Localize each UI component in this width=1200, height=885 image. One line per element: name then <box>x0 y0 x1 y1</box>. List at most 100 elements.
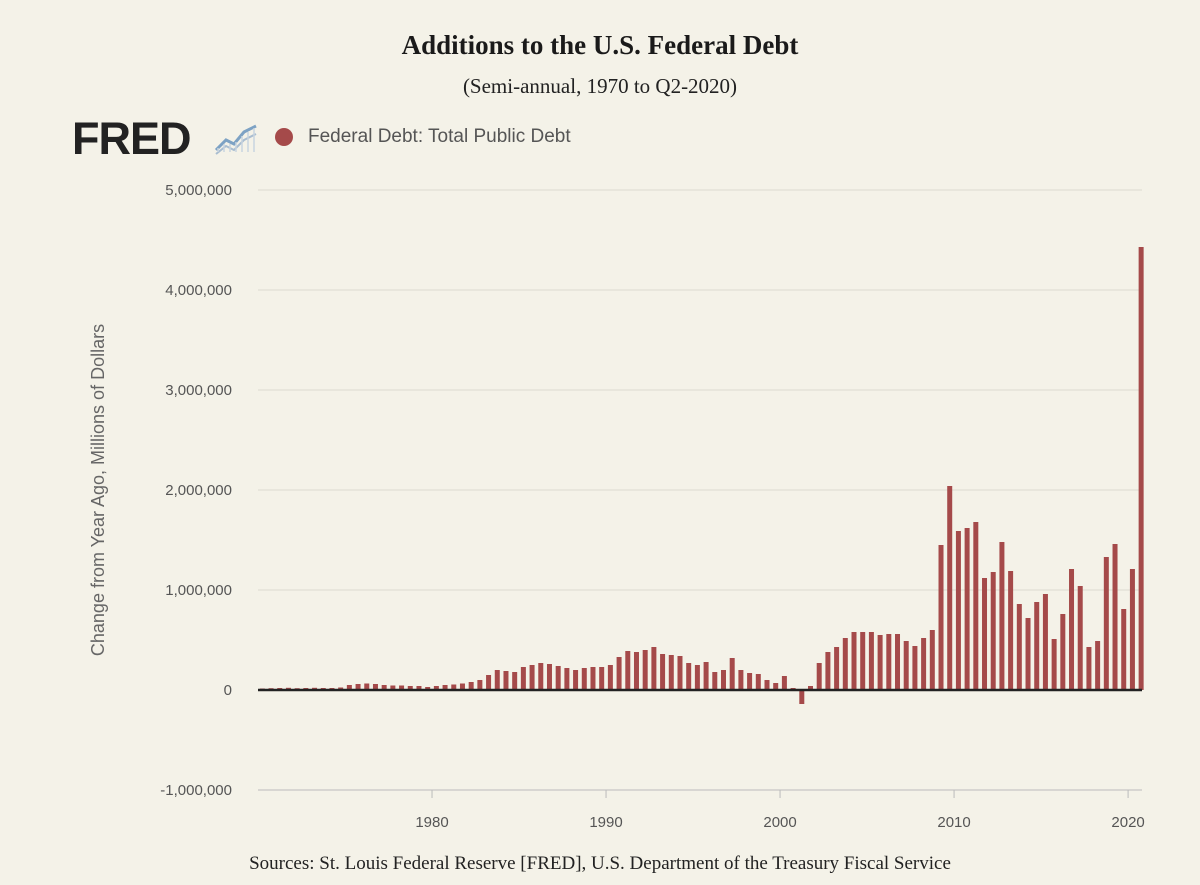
line-chart-icon <box>214 124 257 155</box>
bar <box>651 647 657 690</box>
bar <box>1086 647 1092 690</box>
bar <box>407 686 413 690</box>
bar <box>1008 571 1014 690</box>
bar <box>581 668 587 690</box>
bar <box>1069 569 1075 690</box>
bar <box>964 528 970 690</box>
bar <box>1077 586 1083 690</box>
bar <box>442 685 448 690</box>
bar <box>781 676 787 690</box>
bar <box>851 632 857 690</box>
y-tick-label: 3,000,000 <box>165 382 232 399</box>
bar <box>1112 544 1118 690</box>
bar <box>520 667 526 690</box>
bar <box>947 486 953 690</box>
bar <box>1042 594 1048 690</box>
y-tick-label: 2,000,000 <box>165 482 232 499</box>
legend-marker <box>275 128 293 146</box>
bar <box>903 641 909 690</box>
bar <box>1025 618 1031 690</box>
bar <box>546 664 552 690</box>
bar <box>425 687 431 690</box>
bar <box>433 686 439 690</box>
legend-label: Federal Debt: Total Public Debt <box>308 126 571 147</box>
bar <box>573 670 579 690</box>
chart-title: Additions to the U.S. Federal Debt <box>401 30 799 60</box>
bar <box>390 685 396 690</box>
bar <box>355 684 361 690</box>
bar <box>555 666 561 690</box>
bar <box>738 670 744 690</box>
bar <box>886 634 892 690</box>
bar <box>399 685 405 690</box>
sources-footnote: Sources: St. Louis Federal Reserve [FRED… <box>249 853 951 874</box>
x-tick-label: 1990 <box>589 814 622 831</box>
bar <box>564 668 570 690</box>
bar <box>842 638 848 690</box>
bar <box>1051 639 1057 690</box>
bar <box>877 635 883 690</box>
bar <box>764 680 770 690</box>
bar <box>503 671 509 690</box>
bar <box>372 684 378 690</box>
bar <box>416 686 422 690</box>
bar <box>1060 614 1066 690</box>
bar <box>990 572 996 690</box>
bar <box>747 673 753 690</box>
bar <box>1121 609 1127 690</box>
bar <box>660 654 666 690</box>
bar <box>720 670 726 690</box>
bar <box>799 690 805 704</box>
bar <box>642 650 648 690</box>
x-tick-label: 2000 <box>763 814 796 831</box>
bar <box>773 683 779 690</box>
bar <box>538 663 544 690</box>
bar <box>599 667 605 690</box>
bar <box>755 674 761 690</box>
fred-logo: FRED <box>72 113 191 164</box>
bar <box>668 655 674 690</box>
y-tick-label: 4,000,000 <box>165 282 232 299</box>
bar <box>825 652 831 690</box>
bar <box>677 656 683 690</box>
bar <box>1138 247 1144 690</box>
bar <box>625 651 631 690</box>
bar <box>1016 604 1022 690</box>
bar <box>694 665 700 690</box>
bar <box>712 672 718 690</box>
x-tick-labels: 1980 1990 2000 2010 2020 <box>415 790 1145 831</box>
bar <box>1129 569 1135 690</box>
bar <box>1103 557 1109 690</box>
chart-subtitle: (Semi-annual, 1970 to Q2-2020) <box>462 74 738 98</box>
bar <box>1095 641 1101 690</box>
bar <box>895 634 901 690</box>
bar <box>703 662 709 690</box>
y-tick-label: 1,000,000 <box>165 582 232 599</box>
bar <box>346 685 352 690</box>
bar <box>973 522 979 690</box>
bar <box>486 675 492 690</box>
bar <box>686 663 692 690</box>
bar <box>955 531 961 690</box>
bar <box>468 682 474 690</box>
x-tick-label: 2020 <box>1111 814 1144 831</box>
bar <box>381 685 387 690</box>
bar <box>451 684 457 690</box>
bar <box>477 680 483 690</box>
bar <box>590 667 596 690</box>
bar <box>912 646 918 690</box>
bar <box>529 665 535 690</box>
bar <box>616 657 622 690</box>
bar <box>729 658 735 690</box>
bar <box>929 630 935 690</box>
bars <box>259 247 1144 704</box>
bar <box>494 670 500 690</box>
bar <box>860 632 866 690</box>
y-tick-label: 0 <box>224 682 232 699</box>
bar <box>633 652 639 690</box>
bar <box>938 545 944 690</box>
bar <box>816 663 822 690</box>
bar <box>808 686 813 690</box>
bar <box>982 578 988 690</box>
bar <box>834 647 840 690</box>
